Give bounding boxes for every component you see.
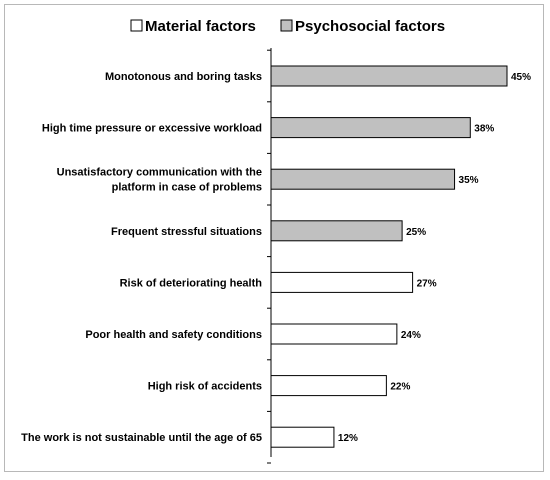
category-label: Monotonous and boring tasks	[105, 71, 262, 83]
bar	[270, 426, 335, 448]
legend-swatch	[130, 19, 143, 32]
category-label: Poor health and safety conditions	[85, 329, 262, 341]
category-label: platform in case of problems	[112, 182, 262, 194]
chart-frame: Material factors Psychosocial factors Mon…	[4, 4, 544, 472]
legend-label: Material factors	[145, 18, 256, 35]
category-label: High risk of accidents	[148, 381, 262, 393]
category-label: The work is not sustainable until the ag…	[21, 432, 262, 444]
bar	[270, 117, 471, 139]
bar	[270, 271, 414, 293]
value-label: 25%	[406, 227, 426, 238]
category-label: Unsatisfactory communication with the	[57, 167, 262, 179]
chart-svg: Material factors Psychosocial factors Mon…	[21, 18, 531, 464]
legend: Material factors Psychosocial factors	[130, 18, 445, 35]
bar	[270, 375, 387, 397]
category-labels: Monotonous and boring tasks High time pre…	[21, 71, 262, 444]
bar	[270, 323, 398, 345]
value-label: 22%	[390, 382, 410, 393]
bar	[270, 168, 456, 190]
value-label: 35%	[459, 175, 479, 186]
bar	[270, 220, 403, 242]
value-label: 27%	[417, 278, 437, 289]
category-label: Risk of deteriorating health	[120, 277, 263, 289]
bar	[270, 65, 508, 87]
axis	[267, 48, 272, 464]
legend-item: Material factors	[130, 18, 256, 35]
category-label: High time pressure or excessive workload	[42, 123, 262, 135]
legend-item: Psychosocial factors	[280, 18, 445, 35]
value-label: 38%	[474, 124, 494, 135]
value-label: 12%	[338, 433, 358, 444]
category-label: Frequent stressful situations	[111, 226, 262, 238]
value-labels: 45% 38% 35% 25% 27% 24% 22% 12%	[338, 72, 531, 444]
bars	[270, 65, 508, 448]
value-label: 45%	[511, 72, 531, 83]
legend-swatch	[280, 19, 293, 32]
legend-label: Psychosocial factors	[295, 18, 445, 35]
value-label: 24%	[401, 330, 421, 341]
